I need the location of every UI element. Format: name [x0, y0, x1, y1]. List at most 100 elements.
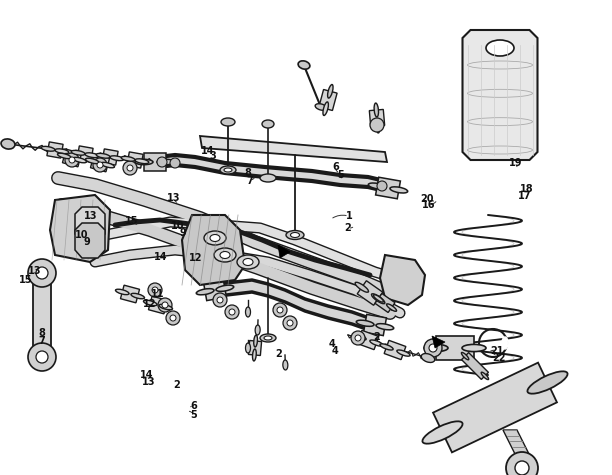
Text: 19: 19	[509, 158, 523, 168]
Polygon shape	[305, 299, 328, 318]
Ellipse shape	[210, 235, 220, 241]
Ellipse shape	[253, 349, 256, 361]
Ellipse shape	[353, 334, 366, 340]
Circle shape	[213, 293, 227, 307]
Circle shape	[127, 165, 133, 171]
Circle shape	[28, 343, 56, 371]
Polygon shape	[33, 270, 51, 360]
Polygon shape	[288, 169, 312, 181]
Ellipse shape	[159, 304, 173, 310]
Circle shape	[170, 315, 176, 321]
Polygon shape	[75, 207, 105, 242]
Polygon shape	[235, 280, 252, 294]
Ellipse shape	[486, 40, 514, 56]
Circle shape	[28, 259, 56, 287]
Ellipse shape	[214, 248, 236, 262]
Polygon shape	[376, 177, 400, 199]
Polygon shape	[121, 285, 140, 303]
Text: 2: 2	[275, 349, 282, 359]
Ellipse shape	[110, 156, 124, 161]
Circle shape	[36, 351, 48, 363]
Text: 22: 22	[492, 352, 506, 363]
Text: 15: 15	[125, 216, 138, 226]
Polygon shape	[352, 312, 372, 331]
Ellipse shape	[85, 153, 99, 158]
Text: 15: 15	[19, 275, 32, 285]
Text: 2: 2	[373, 332, 380, 342]
Polygon shape	[158, 155, 175, 167]
Polygon shape	[285, 290, 305, 311]
Ellipse shape	[371, 294, 385, 304]
Circle shape	[157, 157, 167, 167]
Polygon shape	[436, 336, 474, 360]
Text: 13: 13	[166, 193, 180, 203]
Polygon shape	[384, 341, 406, 360]
Polygon shape	[225, 163, 245, 175]
Circle shape	[506, 452, 538, 475]
Polygon shape	[102, 149, 118, 165]
Polygon shape	[357, 281, 382, 305]
Ellipse shape	[96, 153, 110, 158]
Ellipse shape	[390, 187, 408, 193]
Text: 20: 20	[420, 193, 433, 204]
Polygon shape	[319, 89, 337, 111]
Text: 14: 14	[140, 370, 154, 380]
Circle shape	[158, 298, 172, 312]
Ellipse shape	[1, 139, 15, 149]
Ellipse shape	[286, 230, 304, 239]
Circle shape	[148, 283, 162, 297]
Text: 5: 5	[337, 170, 344, 180]
Circle shape	[355, 335, 361, 341]
Polygon shape	[461, 352, 488, 380]
Circle shape	[170, 158, 180, 168]
Text: 9: 9	[83, 237, 91, 247]
Ellipse shape	[254, 335, 258, 347]
Polygon shape	[278, 245, 290, 258]
Text: 8: 8	[38, 327, 45, 338]
Polygon shape	[175, 155, 195, 167]
Text: 13: 13	[142, 377, 155, 388]
Polygon shape	[218, 282, 235, 296]
Circle shape	[166, 311, 180, 325]
Circle shape	[93, 158, 107, 172]
Text: 12: 12	[143, 299, 157, 309]
Ellipse shape	[387, 304, 397, 311]
Ellipse shape	[323, 102, 329, 115]
Text: 14: 14	[201, 146, 215, 156]
Ellipse shape	[462, 344, 486, 352]
Text: 10: 10	[75, 229, 88, 240]
Circle shape	[162, 302, 168, 308]
Ellipse shape	[368, 183, 386, 189]
Text: 12: 12	[189, 253, 203, 263]
Polygon shape	[265, 167, 288, 179]
Ellipse shape	[424, 344, 448, 352]
Ellipse shape	[255, 325, 260, 335]
Ellipse shape	[374, 103, 378, 117]
Ellipse shape	[237, 255, 259, 269]
Ellipse shape	[116, 289, 129, 294]
Polygon shape	[91, 154, 110, 172]
Text: 5: 5	[190, 409, 198, 420]
Polygon shape	[340, 175, 368, 187]
Polygon shape	[328, 306, 352, 324]
Ellipse shape	[376, 323, 394, 330]
Polygon shape	[144, 153, 166, 171]
Text: 1: 1	[345, 211, 353, 221]
Ellipse shape	[260, 334, 276, 342]
Polygon shape	[200, 136, 387, 162]
Circle shape	[225, 305, 239, 319]
Circle shape	[65, 153, 79, 167]
Circle shape	[351, 331, 365, 345]
Ellipse shape	[422, 421, 463, 444]
Circle shape	[377, 181, 387, 191]
Polygon shape	[268, 284, 285, 302]
Circle shape	[152, 287, 158, 293]
Ellipse shape	[260, 174, 276, 182]
Polygon shape	[50, 195, 110, 262]
Text: 7: 7	[38, 336, 45, 346]
Polygon shape	[364, 314, 386, 336]
Polygon shape	[433, 362, 557, 452]
Polygon shape	[248, 341, 261, 355]
Polygon shape	[75, 223, 105, 258]
Ellipse shape	[73, 157, 86, 163]
